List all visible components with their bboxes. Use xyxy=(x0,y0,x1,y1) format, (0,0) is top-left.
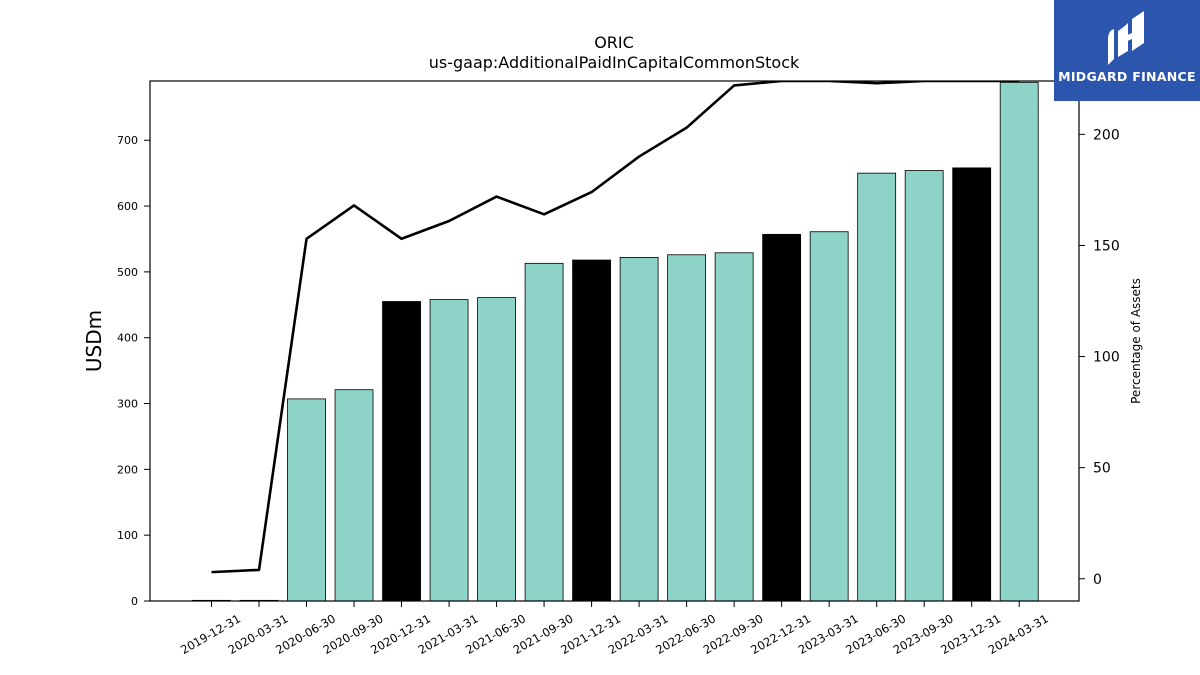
bar xyxy=(762,233,802,601)
bar xyxy=(524,262,564,601)
bar xyxy=(287,398,326,601)
y2-axis-label: Percentage of Assets xyxy=(1129,278,1143,404)
bar xyxy=(334,389,374,601)
y-axis-label: USDm xyxy=(82,310,106,372)
bar xyxy=(857,172,897,601)
y-tick-label: 600 xyxy=(117,200,138,213)
bar xyxy=(809,231,849,601)
bar xyxy=(952,167,992,601)
bar xyxy=(904,170,944,601)
y2-tick-label: 100 xyxy=(1093,350,1120,366)
bar xyxy=(619,257,659,601)
bar xyxy=(999,81,1039,601)
y2-tick-label: 150 xyxy=(1093,238,1120,254)
midgard-finance-logo: MIDGARD FINANCE xyxy=(1054,0,1200,101)
y2-tick-label: 0 xyxy=(1093,572,1102,588)
y2-tick-label: 50 xyxy=(1093,461,1111,477)
bar xyxy=(477,297,516,601)
percentage-line xyxy=(211,81,1020,574)
y-tick-label: 100 xyxy=(117,529,138,542)
plot-frame xyxy=(149,80,1080,602)
y-tick-label: 200 xyxy=(117,463,138,476)
y-tick-label: 0 xyxy=(131,595,138,608)
bar xyxy=(667,254,707,601)
logo-text: MIDGARD FINANCE xyxy=(1058,69,1196,84)
chart-subtitle: us-gaap:AdditionalPaidInCapitalCommonSto… xyxy=(429,53,800,72)
plot-area: 01002003004005006007000501001502002019-1… xyxy=(117,80,1120,657)
chart-title: ORIC xyxy=(594,33,634,52)
y-tick-label: 300 xyxy=(117,398,138,411)
midgard-logo-icon xyxy=(1108,11,1144,65)
y-tick-label: 400 xyxy=(117,332,138,345)
y-tick-label: 700 xyxy=(117,134,138,147)
bar xyxy=(382,301,421,601)
bar xyxy=(714,252,754,601)
y2-tick-label: 200 xyxy=(1093,127,1120,143)
y-tick-label: 500 xyxy=(117,266,138,279)
bar xyxy=(572,259,611,601)
bar xyxy=(429,299,469,601)
bar-series xyxy=(192,81,1039,601)
